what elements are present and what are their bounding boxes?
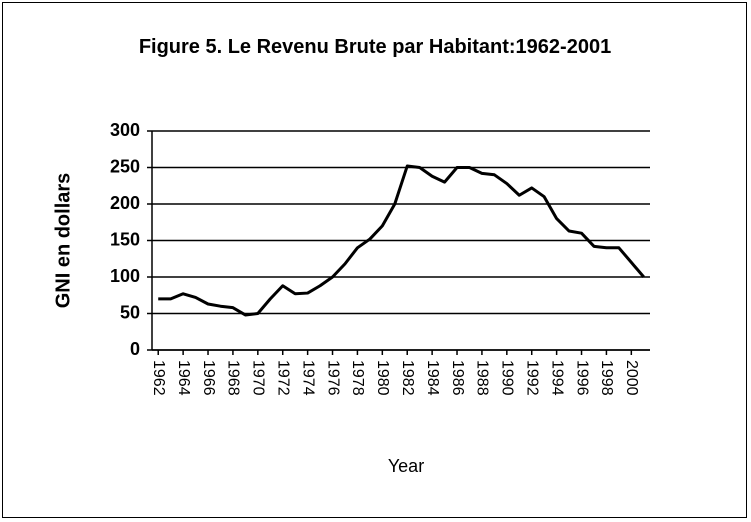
x-tick-label: 1970	[250, 360, 267, 396]
line-series	[158, 164, 645, 317]
y-tick-label: 300	[110, 120, 140, 140]
x-tick-label: 1992	[523, 360, 540, 396]
x-tick-label: 1990	[499, 360, 516, 396]
y-tick-label: 200	[110, 193, 140, 213]
y-tick-label: 150	[110, 229, 140, 249]
x-tick-label: 1996	[573, 360, 590, 396]
x-tick-label: 1962	[150, 360, 167, 396]
chart-title: Figure 5. Le Revenu Brute par Habitant:1…	[138, 36, 612, 58]
x-tick-label: 1994	[548, 360, 565, 396]
y-tick-label: 0	[130, 339, 140, 359]
x-tick-label: 1998	[598, 360, 615, 396]
x-tick-label: 1972	[274, 360, 291, 396]
x-tick-label: 1978	[349, 360, 366, 396]
x-tick-label: 1984	[424, 360, 441, 396]
x-tick-label: 1982	[399, 360, 416, 396]
x-tick-label: 1988	[474, 360, 491, 396]
y-tick-label: 50	[120, 302, 140, 322]
x-tick-label: 1980	[374, 360, 391, 396]
x-tick-label: 1966	[200, 360, 217, 396]
x-tick-label: 2000	[623, 360, 640, 396]
y-axis-label: GNI en dollars	[52, 173, 74, 309]
x-tick-label: 1986	[449, 360, 466, 396]
x-tick-label: 1968	[225, 360, 242, 396]
x-tick-label: 1964	[175, 360, 192, 396]
x-tick-label: 1976	[324, 360, 341, 396]
y-tick-label: 250	[110, 156, 140, 176]
x-axis-label: Year	[388, 456, 424, 476]
y-tick-label: 100	[110, 266, 140, 286]
x-tick-label: 1974	[299, 360, 316, 396]
